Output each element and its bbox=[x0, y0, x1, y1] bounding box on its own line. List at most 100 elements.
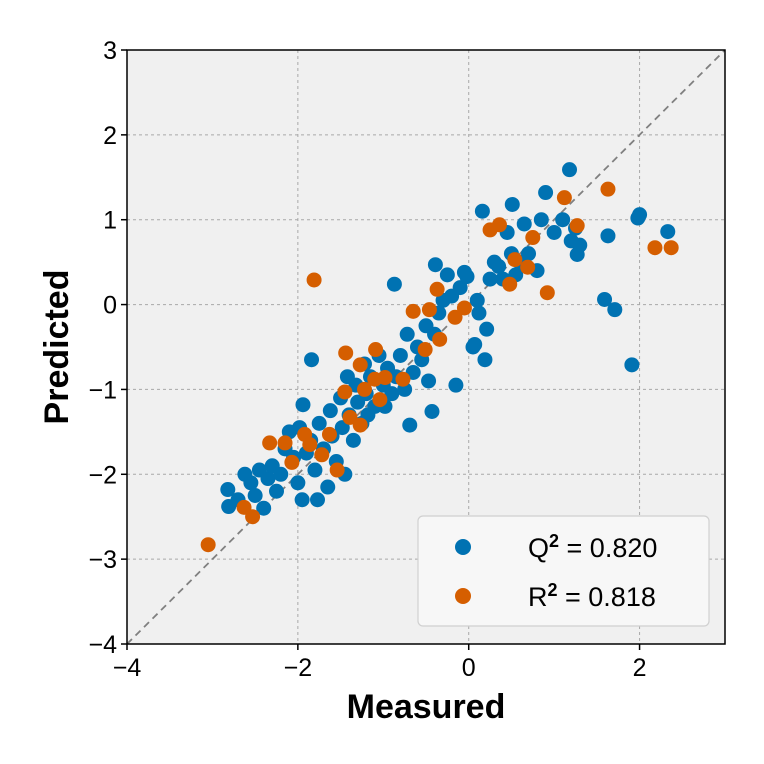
r2-data-point bbox=[277, 435, 293, 451]
r2-data-point bbox=[647, 240, 663, 256]
r2-data-point bbox=[377, 370, 393, 386]
q2-data-point bbox=[256, 500, 272, 516]
q2-data-point bbox=[247, 488, 263, 503]
q2-data-point bbox=[469, 292, 485, 308]
data-points bbox=[200, 162, 679, 553]
q2-data-point bbox=[504, 196, 520, 212]
q2-data-point bbox=[477, 352, 493, 368]
q2-data-point bbox=[399, 326, 415, 342]
y-tick-label: 1 bbox=[103, 207, 117, 235]
x-axis-label: Measured bbox=[347, 688, 506, 726]
q2-data-point bbox=[624, 357, 640, 373]
r2-data-point bbox=[432, 331, 448, 347]
r2-data-point bbox=[663, 240, 679, 256]
r2-data-point bbox=[507, 252, 523, 268]
q2-data-point bbox=[471, 305, 487, 321]
r2-data-point bbox=[329, 462, 345, 478]
q2-data-point bbox=[310, 492, 326, 508]
q2-data-point bbox=[384, 386, 400, 402]
q2-data-point bbox=[555, 212, 571, 228]
r2-data-point bbox=[372, 392, 388, 408]
q2-data-point bbox=[243, 475, 259, 491]
r2-data-point bbox=[556, 190, 572, 206]
q2-data-point bbox=[482, 271, 498, 287]
r2-data-point bbox=[306, 272, 322, 288]
y-tick-label: 2 bbox=[103, 122, 117, 150]
q2-data-point bbox=[474, 203, 490, 219]
q2-data-point bbox=[334, 420, 350, 436]
q2-data-point bbox=[392, 347, 408, 363]
r2-data-point bbox=[356, 381, 372, 397]
q2-data-point bbox=[538, 185, 554, 201]
y-axis-label: Predicted bbox=[38, 270, 76, 425]
q2-data-point bbox=[479, 321, 495, 337]
y-tick-label: −1 bbox=[88, 376, 117, 404]
r2-data-point bbox=[284, 454, 300, 470]
q2-data-point bbox=[294, 492, 310, 508]
q2-data-point bbox=[607, 302, 623, 318]
r2-data-point bbox=[502, 276, 518, 292]
y-tick-label: 3 bbox=[103, 37, 117, 65]
q2-data-point bbox=[290, 475, 306, 491]
q2-data-point bbox=[516, 216, 532, 232]
r2-data-point bbox=[525, 230, 541, 246]
r2-data-point bbox=[262, 435, 278, 451]
r2-data-point bbox=[245, 509, 261, 525]
r2-data-point bbox=[338, 345, 354, 361]
y-tick-label: −4 bbox=[88, 631, 117, 659]
q2-data-point bbox=[424, 403, 440, 419]
r2-data-point bbox=[302, 437, 318, 453]
q2-data-point bbox=[402, 417, 418, 433]
legend-box bbox=[417, 515, 710, 627]
r2-data-point bbox=[429, 281, 445, 297]
r2-data-point bbox=[520, 259, 536, 275]
q2-data-point bbox=[269, 483, 284, 499]
q2-data-point bbox=[295, 397, 311, 413]
q2-data-point bbox=[421, 373, 437, 389]
legend-marker-q2 bbox=[455, 539, 471, 555]
q2-data-point bbox=[320, 479, 336, 495]
r2-data-point bbox=[368, 342, 384, 358]
q2-data-point bbox=[491, 258, 507, 274]
r2-data-point bbox=[491, 217, 507, 233]
q2-data-point bbox=[220, 482, 236, 498]
r2-data-point bbox=[200, 537, 216, 553]
q2-data-point bbox=[304, 352, 320, 368]
q2-data-point bbox=[572, 237, 588, 253]
q2-data-point bbox=[311, 415, 327, 431]
x-tick-label: 2 bbox=[633, 654, 647, 682]
r2-data-point bbox=[321, 426, 337, 442]
r2-data-point bbox=[421, 302, 437, 318]
q2-data-point bbox=[427, 257, 443, 273]
r2-data-point bbox=[405, 303, 421, 319]
axis-ticks: −4 −2 0 2 −4 −3 −2 −1 0 1 2 3 bbox=[88, 37, 646, 682]
r2-data-point bbox=[417, 342, 433, 358]
q2-data-point bbox=[533, 212, 549, 228]
q2-data-point bbox=[260, 471, 276, 487]
legend: Q2 = 0.820 R2 = 0.818 bbox=[417, 515, 710, 627]
q2-data-point bbox=[439, 267, 455, 283]
r2-data-point bbox=[447, 309, 463, 325]
x-tick-label: −2 bbox=[284, 654, 313, 682]
r2-data-point bbox=[395, 371, 411, 387]
r2-data-point bbox=[337, 384, 353, 400]
q2-data-point bbox=[452, 280, 468, 296]
x-tick-label: −4 bbox=[113, 654, 142, 682]
q2-data-point bbox=[562, 162, 578, 178]
q2-data-point bbox=[307, 462, 323, 478]
r2-data-point bbox=[352, 417, 368, 433]
q2-data-point bbox=[632, 207, 648, 223]
q2-data-point bbox=[345, 432, 361, 448]
y-tick-label: −2 bbox=[88, 461, 117, 489]
q2-data-point bbox=[521, 246, 537, 262]
q2-data-point bbox=[600, 228, 616, 244]
q2-data-point bbox=[386, 276, 402, 292]
x-tick-label: 0 bbox=[462, 654, 476, 682]
q2-data-point bbox=[597, 291, 613, 307]
r2-data-point bbox=[352, 357, 368, 373]
r2-data-point bbox=[539, 285, 555, 301]
y-tick-label: −3 bbox=[88, 546, 117, 574]
q2-data-point bbox=[273, 466, 289, 482]
q2-data-point bbox=[546, 224, 562, 240]
